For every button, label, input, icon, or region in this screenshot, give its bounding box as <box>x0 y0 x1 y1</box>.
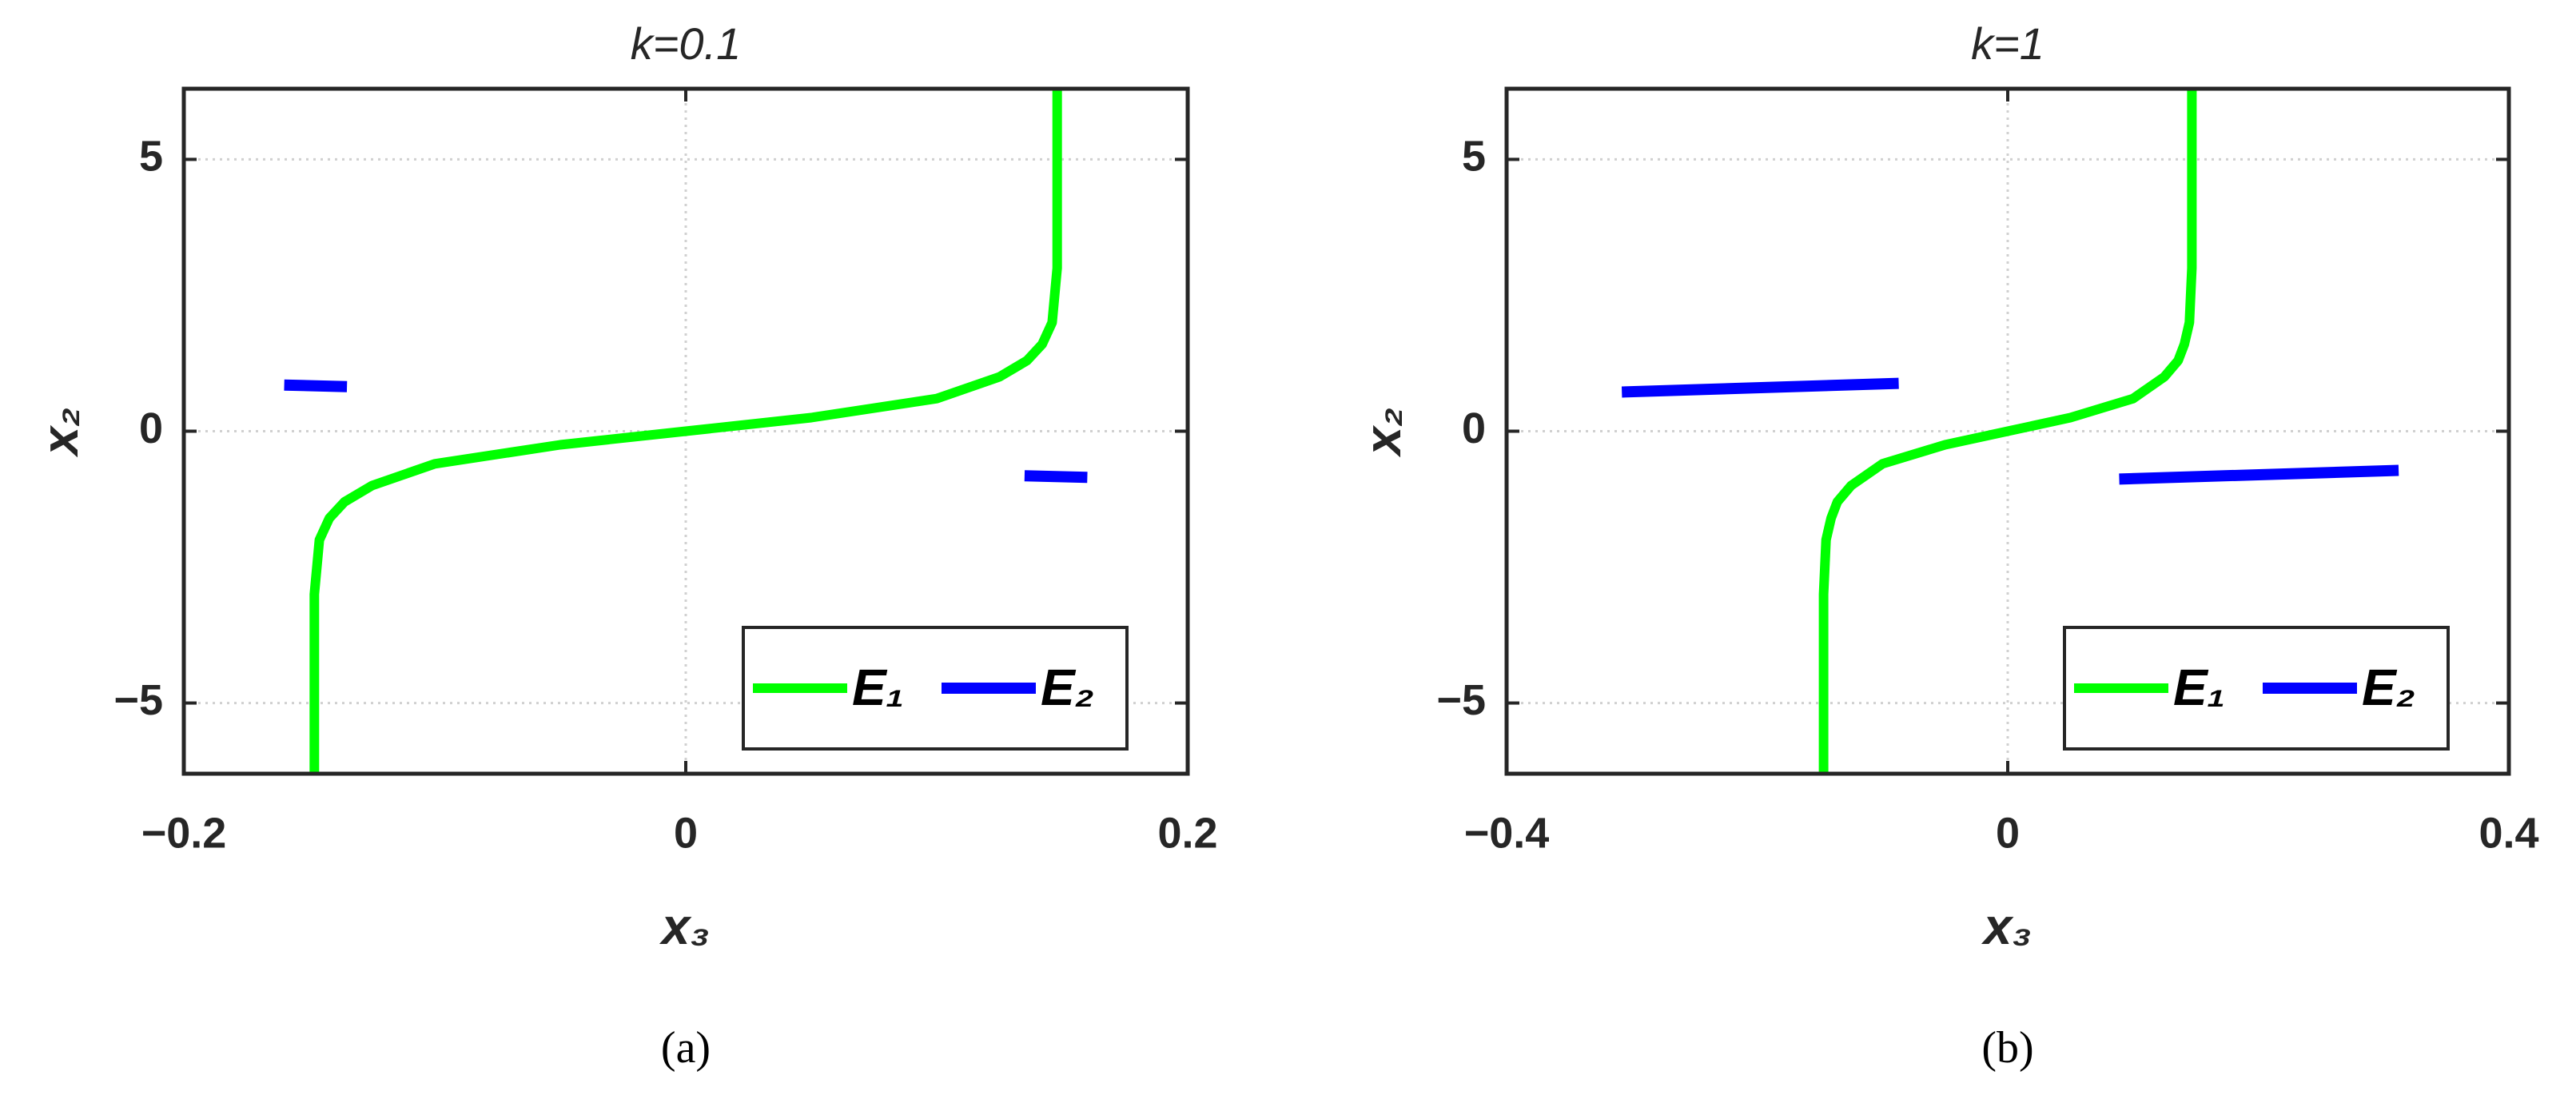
y-axis-label: x₂ <box>31 408 89 458</box>
plot-lines <box>284 89 1088 774</box>
series-line <box>1818 89 2197 774</box>
caption: (a) <box>661 1023 711 1073</box>
legend-label: E₂ <box>2362 659 2415 716</box>
x-tick-label: −0.4 <box>1464 809 1550 857</box>
legend-label: E₁ <box>2173 659 2225 716</box>
series-line <box>309 89 1062 774</box>
y-tick-label: 5 <box>139 133 163 181</box>
x-axis-label: x₃ <box>1981 898 2032 955</box>
legend: E₁ E₂ <box>2063 626 2450 751</box>
series-line <box>284 379 1088 484</box>
axes-box <box>181 86 1190 776</box>
caption: (b) <box>1981 1023 2033 1073</box>
x-tick-label: 0.4 <box>2478 809 2538 857</box>
axes-box <box>1504 86 2511 776</box>
x-tick-label: 0 <box>1996 809 2020 857</box>
legend-label: E₁ <box>852 659 904 716</box>
chart-title: k=1 <box>1971 18 2044 69</box>
plot-lines <box>1621 89 2399 774</box>
y-axis-label: x₂ <box>1354 408 1411 458</box>
y-tick-label: 5 <box>1462 133 1486 181</box>
x-tick-label: 0.2 <box>1157 809 1217 857</box>
y-tick-label: 0 <box>139 404 163 452</box>
legend: E₁ E₂ <box>742 626 1129 751</box>
y-tick-label: 0 <box>1462 404 1486 452</box>
series-line <box>1621 377 2399 485</box>
y-tick-label: −5 <box>1436 676 1486 724</box>
chart-title: k=0.1 <box>631 18 742 69</box>
x-axis-label: x₃ <box>659 898 710 955</box>
legend-label: E₂ <box>1041 659 1094 716</box>
x-tick-label: 0 <box>674 809 698 857</box>
y-tick-label: −5 <box>113 676 163 724</box>
x-tick-label: −0.2 <box>141 809 227 857</box>
